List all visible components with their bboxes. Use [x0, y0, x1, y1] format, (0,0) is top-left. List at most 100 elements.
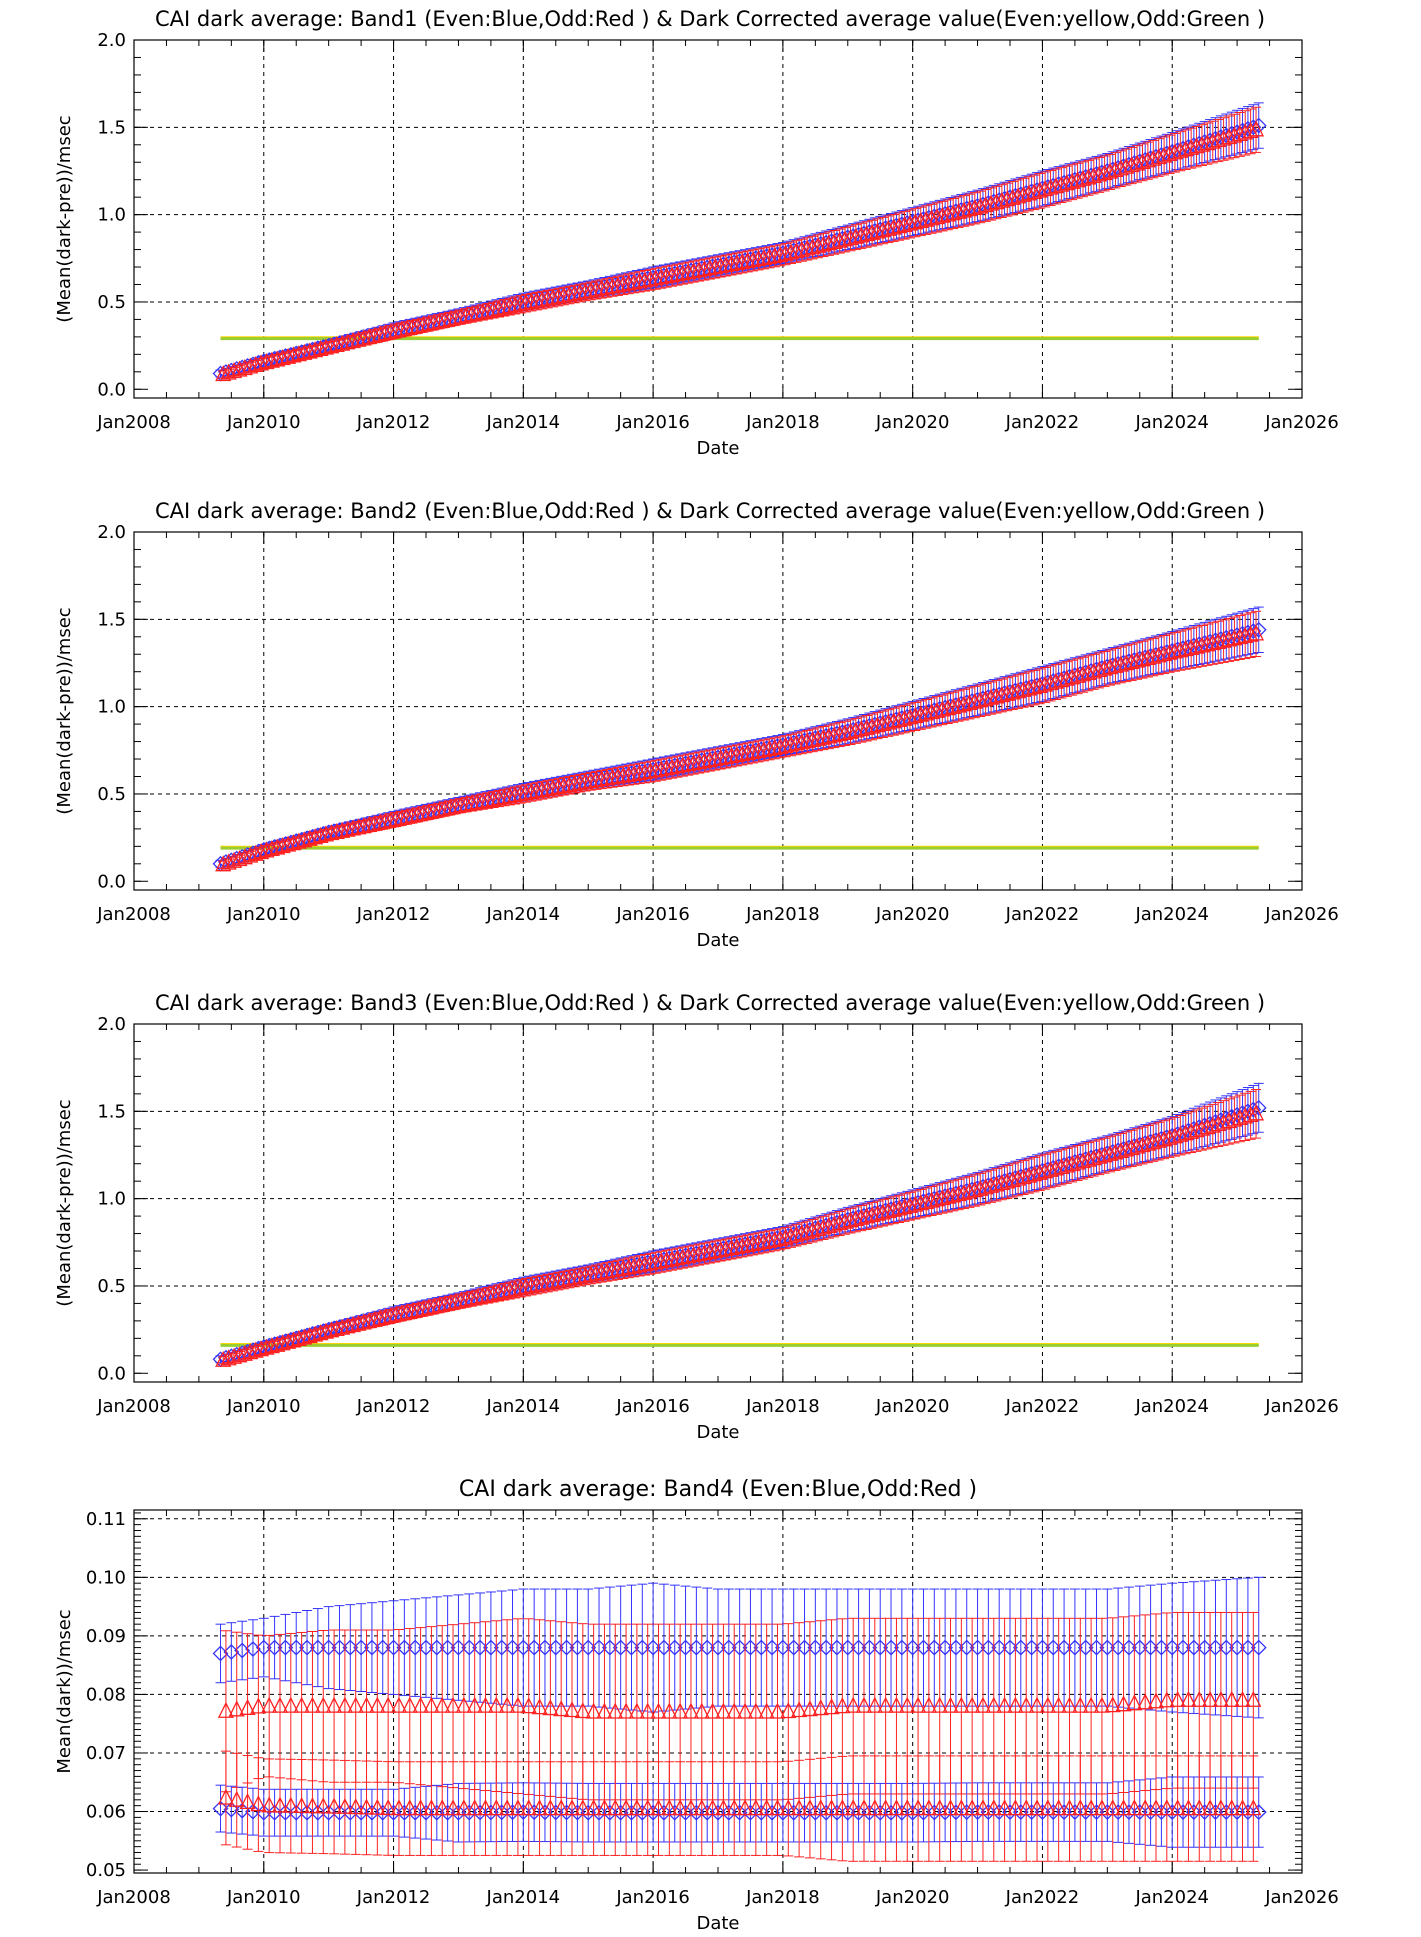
data-point-triangle	[1177, 640, 1194, 657]
data-point-triangle	[761, 247, 778, 264]
data-point-triangle	[377, 812, 394, 829]
data-point-triangle	[815, 235, 832, 252]
y-tick-label: 1.0	[97, 205, 126, 226]
data-point-triangle	[555, 1270, 572, 1287]
data-point-triangle	[653, 1252, 670, 1269]
data-point-triangle	[225, 362, 243, 379]
data-point-triangle	[1015, 1168, 1032, 1185]
data-point-triangle	[772, 737, 789, 754]
data-point-triangle	[934, 700, 951, 717]
data-point-triangle	[626, 1257, 643, 1274]
data-point-triangle	[512, 785, 529, 802]
data-point-triangle	[631, 272, 648, 289]
data-point-triangle	[1156, 645, 1173, 662]
data-point-triangle	[1237, 123, 1254, 140]
data-point-triangle	[891, 217, 908, 234]
data-point-triangle	[420, 1298, 437, 1315]
data-point-triangle	[1156, 146, 1173, 163]
data-point-triangle	[436, 1295, 453, 1312]
data-point-triangle	[718, 748, 735, 765]
data-point-triangle	[301, 1326, 318, 1344]
data-point-triangle	[409, 1300, 426, 1318]
data-point-triangle	[469, 1288, 486, 1305]
data-point-triangle	[955, 695, 973, 712]
data-point-triangle	[977, 196, 994, 213]
data-point-triangle	[896, 709, 913, 726]
data-point-triangle	[236, 848, 253, 865]
data-point-triangle	[280, 1332, 297, 1349]
x-tick-label: Jan2026	[1264, 1396, 1339, 1417]
data-point-triangle	[820, 234, 837, 251]
data-point-triangle	[469, 304, 486, 321]
data-point-triangle	[934, 1188, 951, 1206]
data-point-triangle	[296, 343, 313, 360]
y-tick-label: 0.0	[97, 871, 126, 892]
data-point-triangle	[566, 1268, 583, 1285]
data-point-triangle	[1204, 132, 1221, 149]
data-point-triangle	[1053, 671, 1070, 688]
data-point-triangle	[555, 286, 572, 303]
data-point-triangle	[550, 287, 567, 304]
data-point-triangle	[950, 202, 967, 219]
data-point-triangle	[1150, 646, 1167, 663]
data-point-triangle	[685, 754, 702, 771]
data-point-triangle	[896, 1198, 913, 1215]
data-point-triangle	[723, 255, 740, 272]
data-point-triangle	[1226, 126, 1243, 143]
data-point-triangle	[955, 1183, 973, 1200]
data-point-triangle	[539, 289, 556, 306]
data-point-triangle	[296, 1328, 313, 1345]
data-point-triangle	[772, 1229, 789, 1246]
data-point-triangle	[745, 742, 762, 760]
data-point-triangle	[1118, 157, 1135, 174]
data-point-triangle	[847, 227, 864, 244]
data-point-triangle	[831, 231, 848, 248]
data-point-triangle	[220, 853, 237, 870]
x-tick-label: Jan2022	[1005, 904, 1080, 925]
data-point-triangle	[636, 763, 654, 780]
data-point-triangle	[561, 1269, 578, 1286]
y-tick-label: 2.0	[97, 30, 126, 51]
data-point-triangle	[853, 1208, 870, 1225]
data-point-triangle	[247, 844, 264, 861]
data-point-triangle	[604, 1261, 621, 1278]
data-point-diamond	[1250, 117, 1267, 134]
data-point-triangle	[750, 741, 767, 759]
data-point-triangle	[869, 222, 886, 239]
data-point-triangle	[1231, 628, 1248, 645]
data-point-triangle	[1139, 151, 1156, 168]
data-point-triangle	[864, 1205, 881, 1223]
data-point-triangle	[242, 1343, 259, 1360]
data-point-triangle	[334, 334, 351, 351]
data-point-triangle	[874, 714, 891, 731]
data-point-triangle	[431, 312, 448, 329]
data-point-triangle	[961, 1182, 978, 1199]
data-point-triangle	[1166, 143, 1183, 160]
data-point-triangle	[258, 841, 275, 858]
data-point-triangle	[707, 750, 724, 767]
data-point-triangle	[501, 787, 518, 804]
data-point-triangle	[983, 688, 1000, 705]
data-point-triangle	[966, 198, 983, 215]
data-point-triangle	[669, 757, 686, 774]
data-point-triangle	[793, 240, 810, 257]
data-point-triangle	[864, 717, 881, 734]
data-point-triangle	[745, 250, 762, 268]
data-point-triangle	[242, 357, 259, 374]
data-point-triangle	[253, 354, 270, 371]
x-tick-label: Jan2024	[1134, 904, 1209, 925]
data-point-triangle	[1247, 624, 1265, 641]
data-point-triangle	[274, 349, 291, 366]
y-tick-label: 0.5	[97, 292, 126, 313]
data-point-triangle	[842, 228, 859, 246]
data-point-triangle	[1199, 635, 1216, 652]
x-tick-label: Jan2012	[356, 1396, 431, 1417]
data-point-triangle	[263, 351, 280, 368]
data-point-triangle	[377, 324, 394, 341]
data-point-triangle	[231, 360, 248, 377]
data-point-triangle	[534, 290, 551, 307]
x-tick-label: Jan2018	[745, 904, 820, 925]
data-point-triangle	[1031, 181, 1048, 198]
data-point-triangle	[615, 1259, 632, 1276]
data-point-triangle	[728, 254, 745, 271]
